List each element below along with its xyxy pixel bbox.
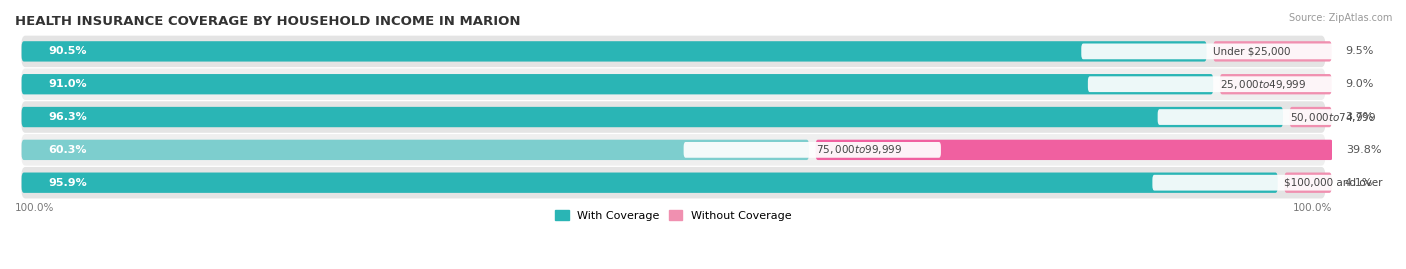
FancyBboxPatch shape	[1153, 175, 1406, 190]
FancyBboxPatch shape	[21, 41, 1206, 62]
Text: HEALTH INSURANCE COVERAGE BY HOUSEHOLD INCOME IN MARION: HEALTH INSURANCE COVERAGE BY HOUSEHOLD I…	[15, 15, 520, 28]
FancyBboxPatch shape	[21, 101, 1326, 133]
Text: 95.9%: 95.9%	[48, 178, 87, 188]
Text: 60.3%: 60.3%	[48, 145, 86, 155]
Text: 9.0%: 9.0%	[1346, 79, 1374, 89]
FancyBboxPatch shape	[1284, 172, 1331, 193]
Text: $25,000 to $49,999: $25,000 to $49,999	[1220, 78, 1306, 91]
Text: $75,000 to $99,999: $75,000 to $99,999	[815, 143, 901, 156]
FancyBboxPatch shape	[1220, 74, 1331, 94]
FancyBboxPatch shape	[21, 74, 1213, 94]
Text: 90.5%: 90.5%	[48, 46, 86, 56]
Text: 9.5%: 9.5%	[1346, 46, 1374, 56]
FancyBboxPatch shape	[21, 172, 1278, 193]
FancyBboxPatch shape	[21, 68, 1326, 100]
Text: $50,000 to $74,999: $50,000 to $74,999	[1289, 111, 1376, 123]
FancyBboxPatch shape	[21, 134, 1326, 166]
Text: Source: ZipAtlas.com: Source: ZipAtlas.com	[1288, 13, 1392, 23]
Text: 96.3%: 96.3%	[48, 112, 87, 122]
Text: 4.1%: 4.1%	[1346, 178, 1374, 188]
FancyBboxPatch shape	[1081, 44, 1339, 59]
Text: 39.8%: 39.8%	[1346, 145, 1382, 155]
FancyBboxPatch shape	[21, 140, 808, 160]
Text: 3.7%: 3.7%	[1346, 112, 1374, 122]
FancyBboxPatch shape	[21, 167, 1326, 199]
Text: $100,000 and over: $100,000 and over	[1284, 178, 1384, 188]
FancyBboxPatch shape	[21, 107, 1284, 127]
Legend: With Coverage, Without Coverage: With Coverage, Without Coverage	[551, 206, 796, 225]
FancyBboxPatch shape	[1088, 76, 1346, 92]
FancyBboxPatch shape	[21, 36, 1326, 67]
FancyBboxPatch shape	[1157, 109, 1406, 125]
FancyBboxPatch shape	[1213, 41, 1331, 62]
Text: 100.0%: 100.0%	[1292, 203, 1331, 213]
FancyBboxPatch shape	[815, 140, 1333, 160]
FancyBboxPatch shape	[1289, 107, 1331, 127]
FancyBboxPatch shape	[683, 142, 941, 158]
Text: 100.0%: 100.0%	[15, 203, 55, 213]
Text: Under $25,000: Under $25,000	[1213, 46, 1291, 56]
Text: 91.0%: 91.0%	[48, 79, 87, 89]
